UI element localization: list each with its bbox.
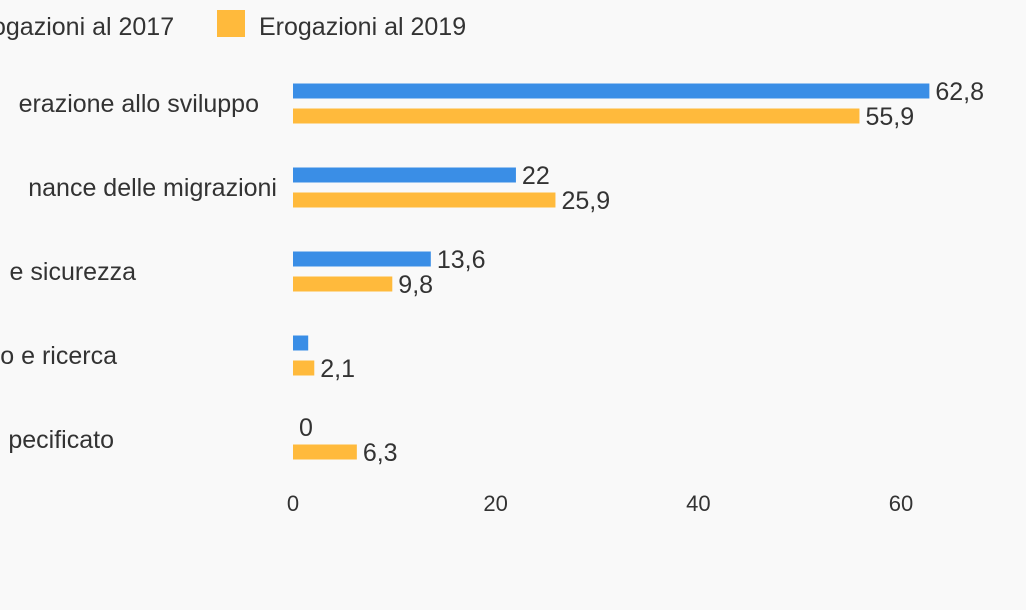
bar-2017 — [293, 83, 930, 99]
data-label: 2,1 — [320, 355, 355, 383]
legend-label-2017: ogazioni al 2017 — [0, 13, 174, 41]
category-label: pecificato — [8, 426, 114, 454]
data-label: 25,9 — [561, 187, 610, 215]
bar-2019 — [293, 276, 393, 292]
x-axis: 0 20 40 60 — [287, 491, 913, 516]
x-tick-label: 0 — [287, 491, 299, 516]
bars — [293, 83, 930, 460]
category-label: o e ricerca — [0, 342, 117, 370]
bar-2017 — [293, 167, 516, 183]
bar-2017 — [293, 335, 309, 351]
bar-2019 — [293, 360, 315, 376]
x-tick-label: 60 — [889, 491, 913, 516]
data-label: 22 — [522, 162, 550, 190]
bar-2019 — [293, 192, 556, 208]
data-label: 6,3 — [363, 439, 398, 467]
data-label: 0 — [299, 414, 313, 442]
data-label: 62,8 — [935, 78, 984, 106]
bar-2017 — [293, 251, 431, 267]
category-label: e sicurezza — [10, 258, 137, 286]
category-labels: erazione allo sviluppo nance delle migraz… — [0, 90, 277, 454]
category-label: nance delle migrazioni — [28, 174, 277, 202]
data-label: 13,6 — [437, 246, 486, 274]
data-label: 9,8 — [398, 271, 433, 299]
data-label: 55,9 — [865, 103, 914, 131]
legend-swatch-2019 — [217, 10, 245, 37]
legend-label-2019: Erogazioni al 2019 — [259, 13, 466, 41]
legend: ogazioni al 2017 Erogazioni al 2019 — [0, 10, 466, 41]
x-tick-label: 20 — [483, 491, 507, 516]
category-label: erazione allo sviluppo — [19, 90, 259, 118]
bar-2019 — [293, 444, 357, 460]
bar-2019 — [293, 108, 860, 124]
value-labels: 62,8 22 13,6 0 55,9 25,9 9,8 2,1 6,3 — [299, 78, 984, 467]
x-tick-label: 40 — [686, 491, 710, 516]
